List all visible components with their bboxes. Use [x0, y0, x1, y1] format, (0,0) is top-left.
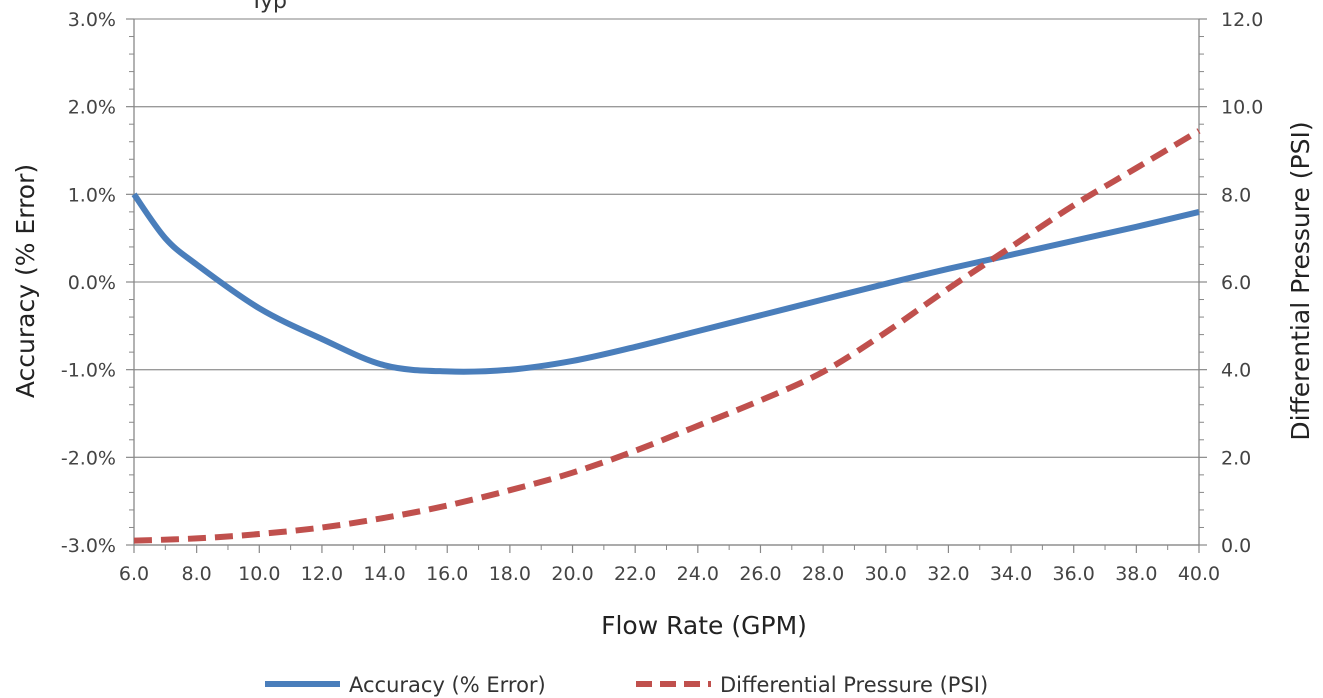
y-right-tick-label: 12.0: [1221, 9, 1263, 31]
y-left-tick-label: 1.0%: [68, 184, 116, 206]
chart-title-partial: Typ: [249, 0, 287, 14]
x-tick-label: 18.0: [489, 563, 531, 585]
x-tick-label: 32.0: [927, 563, 969, 585]
x-tick-label: 26.0: [739, 563, 781, 585]
y-axis-left-title: Accuracy (% Error): [11, 164, 40, 398]
y-right-tick-label: 10.0: [1221, 97, 1263, 119]
grid-lines: [134, 19, 1199, 545]
legend-label-pressure: Differential Pressure (PSI): [720, 673, 988, 697]
y-axis-right-title: Differential Pressure (PSI): [1286, 121, 1315, 440]
legend-label-accuracy: Accuracy (% Error): [349, 673, 546, 697]
x-tick-label: 22.0: [614, 563, 656, 585]
series-line-accuracy: [134, 194, 1199, 371]
x-axis-title: Flow Rate (GPM): [601, 611, 807, 640]
y-right-tick-label: 6.0: [1221, 272, 1251, 294]
y-right-tick-label: 0.0: [1221, 535, 1251, 557]
x-tick-label: 10.0: [238, 563, 280, 585]
x-tick-label: 36.0: [1053, 563, 1095, 585]
x-tick-label: 34.0: [990, 563, 1032, 585]
y-left-tick-label: -3.0%: [61, 535, 116, 557]
x-tick-label: 30.0: [865, 563, 907, 585]
legend: Accuracy (% Error) Differential Pressure…: [265, 673, 988, 697]
x-tick-label: 28.0: [802, 563, 844, 585]
x-tick-label: 38.0: [1115, 563, 1157, 585]
y-left-tick-label: 3.0%: [68, 9, 116, 31]
series-lines: [134, 131, 1199, 541]
y-left-tick-label: -2.0%: [61, 447, 116, 469]
x-tick-label: 12.0: [301, 563, 343, 585]
y-right-tick-label: 4.0: [1221, 360, 1251, 382]
y-left-tick-label: 2.0%: [68, 97, 116, 119]
x-tick-label: 8.0: [182, 563, 212, 585]
y-left-tick-label: 0.0%: [68, 272, 116, 294]
x-tick-label: 14.0: [363, 563, 405, 585]
x-tick-label: 24.0: [677, 563, 719, 585]
axes: [126, 19, 1207, 553]
y-left-tick-label: -1.0%: [61, 360, 116, 382]
series-line-differential-pressure: [134, 131, 1199, 541]
y-right-tick-label: 8.0: [1221, 184, 1251, 206]
x-tick-label: 16.0: [426, 563, 468, 585]
x-tick-label: 20.0: [551, 563, 593, 585]
x-tick-label: 40.0: [1178, 563, 1220, 585]
y-right-tick-label: 2.0: [1221, 447, 1251, 469]
x-tick-label: 6.0: [119, 563, 149, 585]
